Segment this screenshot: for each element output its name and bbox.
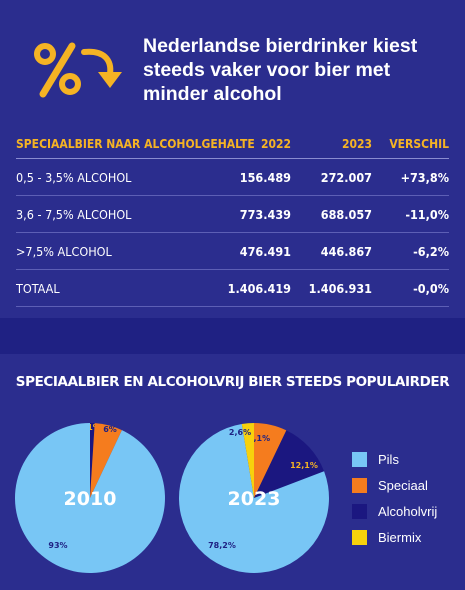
- divider-band: [0, 318, 465, 354]
- table-row-total: TOTAAL 1.406.419 1.406.931 -0,0%: [16, 270, 449, 307]
- pie-slice-label: 1%: [87, 423, 101, 432]
- legend-item: Speciaal: [352, 472, 437, 498]
- table-header-row: SPECIAALBIER NAAR ALCOHOLGEHALTE 2022 20…: [16, 130, 449, 159]
- row-2023: 1.406.931: [308, 280, 372, 296]
- legend-label: Pils: [378, 451, 399, 467]
- header-verschil: VERSCHIL: [389, 137, 449, 151]
- row-label: TOTAAL: [16, 280, 60, 296]
- pie-slice-pils-2010: [14, 423, 165, 573]
- header-section: [0, 0, 465, 318]
- row-2023: 446.867: [320, 243, 372, 259]
- legend-swatch-pils: [352, 451, 367, 467]
- chart-section-title: SPECIAALBIER EN ALCOHOLVRIJ BIER STEEDS …: [15, 374, 450, 390]
- legend-label: Alcoholvrij: [378, 503, 438, 519]
- pie-slice-label: 2,6%: [229, 428, 251, 437]
- row-2022: 476.491: [239, 243, 291, 259]
- row-verschil: -6,2%: [413, 243, 449, 259]
- percent-down-icon: [34, 42, 122, 98]
- table-row: 3,6 - 7,5% ALCOHOL 773.439 688.057 -11,0…: [16, 196, 449, 233]
- legend-label: Speciaal: [378, 477, 428, 493]
- table-row: >7,5% ALCOHOL 476.491 446.867 -6,2%: [16, 233, 449, 270]
- pie-slice-speciaal-2023: [254, 423, 287, 498]
- pie-slice-label: 78,2%: [208, 541, 236, 550]
- row-verschil: -0,0%: [413, 280, 449, 296]
- table-row: 0,5 - 3,5% ALCOHOL 156.489 272.007 +73,8…: [16, 159, 449, 196]
- pie-year-label: 2023: [228, 488, 281, 510]
- alcohol-table: SPECIAALBIER NAAR ALCOHOLGEHALTE 2022 20…: [16, 130, 449, 307]
- pie-slice-label: 7,1%: [248, 434, 270, 443]
- pie-slice-alcoholvrij-2010: [90, 423, 95, 498]
- row-verschil: +73,8%: [400, 169, 449, 185]
- pie-slice-label: 12,1%: [290, 461, 318, 470]
- chart-legend: Pils Speciaal Alcoholvrij Biermix: [352, 446, 437, 550]
- row-label: 3,6 - 7,5% ALCOHOL: [16, 206, 132, 222]
- row-2023: 272.007: [320, 169, 372, 185]
- pie-slice-label: 6%: [103, 425, 117, 434]
- page-headline: Nederlandse bierdrinker kiest steeds vak…: [143, 35, 418, 105]
- legend-swatch-speciaal: [352, 477, 367, 493]
- row-label: >7,5% ALCOHOL: [16, 243, 112, 259]
- pie-slice-pils-2023: [178, 424, 329, 574]
- pie-slice-speciaal-2010: [90, 423, 122, 498]
- row-2022: 773.439: [239, 206, 291, 222]
- row-2022: 1.406.419: [227, 280, 291, 296]
- pie-charts: 1% 6% 93% 2010 7,1% 12,1% 78,2% 2,6% 2023: [14, 423, 329, 574]
- pie-slice-label: 93%: [48, 541, 67, 550]
- pie-slice-alcoholvrij-2023: [254, 430, 325, 498]
- row-2022: 156.489: [239, 169, 291, 185]
- row-label: 0,5 - 3,5% ALCOHOL: [16, 169, 132, 185]
- row-2023: 688.057: [320, 206, 372, 222]
- pie-year-label: 2010: [64, 488, 117, 510]
- legend-label: Biermix: [378, 529, 422, 545]
- row-verschil: -11,0%: [405, 206, 449, 222]
- legend-item: Pils: [352, 446, 437, 472]
- pie-slice-biermix-2023: [241, 423, 254, 498]
- header-2022: 2022: [260, 137, 291, 151]
- header-2023: 2023: [341, 137, 372, 151]
- legend-swatch-alcoholvrij: [352, 503, 367, 519]
- header-category: SPECIAALBIER NAAR ALCOHOLGEHALTE: [16, 137, 255, 151]
- legend-item: Alcoholvrij: [352, 498, 437, 524]
- legend-item: Biermix: [352, 524, 437, 550]
- legend-swatch-biermix: [352, 529, 367, 545]
